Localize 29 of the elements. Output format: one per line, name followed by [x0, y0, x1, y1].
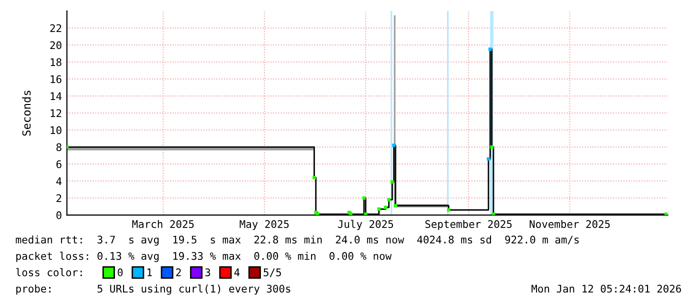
y-tick-label: 2 — [56, 194, 62, 202]
y-tick-label: 4 — [56, 177, 62, 186]
text: probe: 5 URLs using curl(1) every 300s — [16, 284, 290, 295]
legend-label: 0 — [118, 268, 123, 276]
y-tick-label: 6 — [56, 160, 62, 168]
x-tick-label: July 2025 — [338, 220, 394, 230]
legend-title: loss color: — [16, 268, 82, 276]
legend-label: 2 — [176, 268, 181, 276]
legend-label: 5/5 — [264, 268, 281, 278]
y-tick-label: 20 — [50, 41, 62, 50]
y-tick-label: 12 — [50, 109, 62, 117]
legend-label: 1 — [147, 268, 152, 276]
y-tick-label: 10 — [50, 126, 62, 134]
y-tick-label: 18 — [50, 58, 62, 66]
text: packet loss: 0.13 % avg 19.33 % max 0.00 % min 0.00 % now — [16, 252, 392, 262]
text: median rtt: 3.7 s avg 19.5 s max 22.8 ms min 24.0 ms now 4024.8 ms sd 922.0 m am/s — [16, 235, 579, 246]
y-axis-title: Seconds — [22, 90, 31, 136]
y-tick-label: 0 — [56, 211, 62, 220]
text: Mon Jan 12 05:24:01 2026 — [532, 284, 681, 293]
y-tick-label: 22 — [50, 24, 62, 32]
y-tick-label: 16 — [50, 75, 62, 84]
legend-label: 3 — [205, 268, 210, 276]
x-tick-label: May 2025 — [240, 220, 289, 230]
x-tick-label: September 2025 — [425, 220, 512, 230]
x-tick-label: March 2025 — [132, 220, 194, 228]
x-tick-label: November 2025 — [530, 220, 610, 228]
y-tick-label: 8 — [56, 143, 62, 152]
legend-label: 4 — [234, 268, 240, 276]
y-tick-label: 14 — [50, 92, 62, 100]
